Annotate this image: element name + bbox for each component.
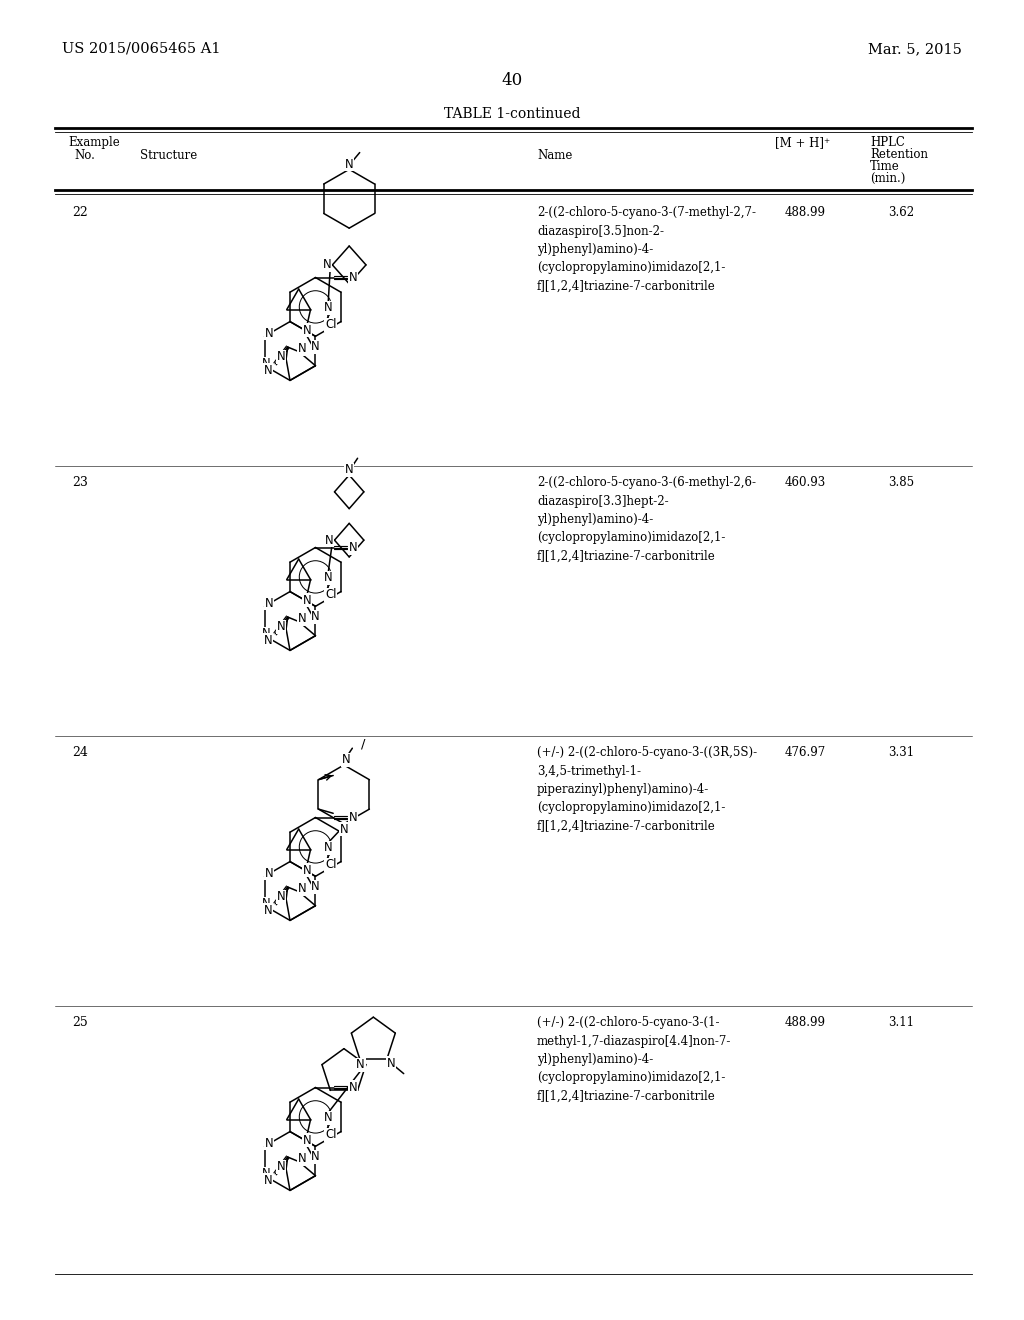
Text: No.: No. — [74, 149, 95, 162]
Text: 25: 25 — [72, 1016, 88, 1030]
Text: N: N — [311, 1150, 319, 1163]
Text: US 2015/0065465 A1: US 2015/0065465 A1 — [62, 42, 220, 55]
Text: N: N — [349, 541, 357, 554]
Text: N: N — [324, 1111, 333, 1125]
Text: N: N — [311, 341, 319, 354]
Text: Cl: Cl — [325, 589, 337, 601]
Text: 488.99: 488.99 — [785, 1016, 826, 1030]
Text: Cl: Cl — [325, 318, 337, 331]
Text: 476.97: 476.97 — [785, 746, 826, 759]
Text: Example: Example — [68, 136, 120, 149]
Text: 22: 22 — [72, 206, 88, 219]
Text: N: N — [323, 259, 332, 272]
Text: (+/-) 2-((2-chloro-5-cyano-3-(1-
methyl-1,7-diazaspiro[4.4]non-7-
yl)phenyl)amin: (+/-) 2-((2-chloro-5-cyano-3-(1- methyl-… — [537, 1016, 731, 1104]
Text: N: N — [264, 1137, 273, 1150]
Text: N: N — [262, 627, 271, 640]
Text: N: N — [263, 1173, 272, 1187]
Text: N: N — [262, 358, 271, 370]
Text: N: N — [324, 572, 333, 585]
Text: 3.31: 3.31 — [888, 746, 914, 759]
Text: N: N — [276, 1160, 286, 1173]
Text: N: N — [298, 882, 306, 895]
Text: 40: 40 — [502, 73, 522, 88]
Text: N: N — [324, 841, 333, 854]
Text: N: N — [262, 1167, 271, 1180]
Text: N: N — [263, 363, 272, 376]
Text: (+/-) 2-((2-chloro-5-cyano-3-((3R,5S)-
3,4,5-trimethyl-1-
piperazinyl)phenyl)ami: (+/-) 2-((2-chloro-5-cyano-3-((3R,5S)- 3… — [537, 746, 757, 833]
Text: Mar. 5, 2015: Mar. 5, 2015 — [868, 42, 962, 55]
Text: N: N — [303, 323, 311, 337]
Text: N: N — [264, 867, 273, 879]
Text: N: N — [276, 891, 286, 903]
Text: Retention: Retention — [870, 148, 928, 161]
Text: N: N — [324, 301, 333, 314]
Text: 3.62: 3.62 — [888, 206, 914, 219]
Text: N: N — [303, 594, 311, 606]
Text: N: N — [311, 880, 319, 894]
Text: N: N — [342, 754, 350, 766]
Text: 3.11: 3.11 — [888, 1016, 914, 1030]
Text: N: N — [263, 904, 272, 916]
Text: N: N — [264, 597, 273, 610]
Text: N: N — [325, 533, 334, 546]
Text: N: N — [387, 1056, 395, 1069]
Text: N: N — [340, 822, 348, 836]
Text: Cl: Cl — [325, 858, 337, 871]
Text: Time: Time — [870, 160, 900, 173]
Text: N: N — [298, 612, 306, 624]
Text: N: N — [349, 271, 357, 284]
Text: 2-((2-chloro-5-cyano-3-(6-methyl-2,6-
diazaspiro[3.3]hept-2-
yl)phenyl)amino)-4-: 2-((2-chloro-5-cyano-3-(6-methyl-2,6- di… — [537, 477, 756, 564]
Text: 24: 24 — [72, 746, 88, 759]
Text: 3.85: 3.85 — [888, 477, 914, 488]
Text: N: N — [276, 350, 286, 363]
Text: N: N — [349, 1081, 357, 1094]
Text: 460.93: 460.93 — [785, 477, 826, 488]
Text: HPLC: HPLC — [870, 136, 905, 149]
Text: 488.99: 488.99 — [785, 206, 826, 219]
Text: Structure: Structure — [140, 149, 198, 162]
Text: N: N — [276, 620, 286, 634]
Text: N: N — [311, 610, 319, 623]
Text: N: N — [264, 326, 273, 339]
Text: N: N — [303, 1134, 311, 1147]
Text: N: N — [262, 898, 271, 909]
Text: 23: 23 — [72, 477, 88, 488]
Text: (min.): (min.) — [870, 172, 905, 185]
Text: N: N — [345, 463, 353, 477]
Text: N: N — [298, 342, 306, 355]
Text: Cl: Cl — [325, 1129, 337, 1142]
Text: Name: Name — [537, 149, 572, 162]
Text: N: N — [356, 1059, 365, 1071]
Text: /: / — [360, 738, 365, 751]
Text: 2-((2-chloro-5-cyano-3-(7-methyl-2,7-
diazaspiro[3.5]non-2-
yl)phenyl)amino)-4-
: 2-((2-chloro-5-cyano-3-(7-methyl-2,7- di… — [537, 206, 756, 293]
Text: N: N — [349, 810, 357, 824]
Text: N: N — [263, 634, 272, 647]
Text: TABLE 1-continued: TABLE 1-continued — [443, 107, 581, 121]
Text: [M + H]⁺: [M + H]⁺ — [775, 136, 830, 149]
Text: N: N — [345, 157, 353, 170]
Text: N: N — [298, 1152, 306, 1166]
Text: N: N — [303, 863, 311, 876]
